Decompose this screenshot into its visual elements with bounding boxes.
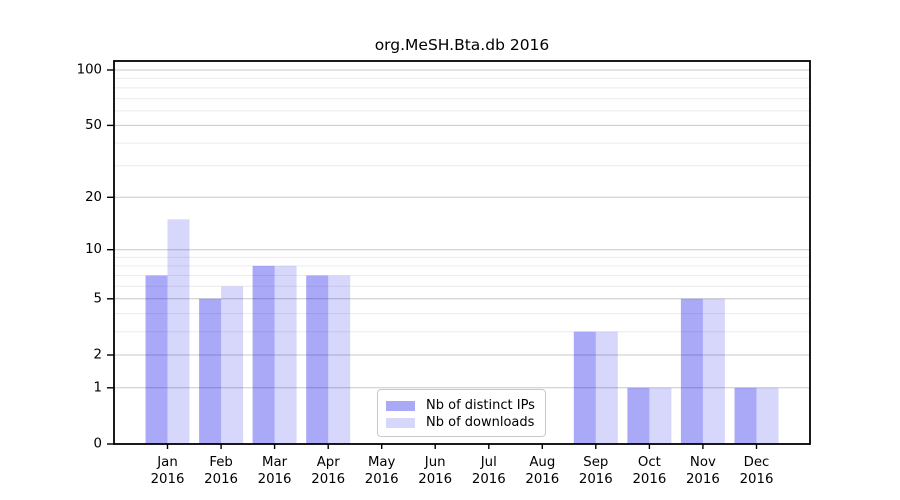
x-tick-label-year: 2016 [472,472,506,487]
x-tick-label-year: 2016 [632,472,666,487]
x-tick-label-month: Aug [529,455,555,470]
legend-item-downloads: Nb of downloads [386,414,545,431]
y-tick-label: 5 [94,291,102,306]
bar-downloads-jan [167,219,190,444]
x-tick-label-year: 2016 [418,472,452,487]
x-tick-label-year: 2016 [740,472,774,487]
legend-item-distinct-ips: Nb of distinct IPs [386,397,545,414]
x-tick-label-month: Apr [317,455,341,470]
legend-label-distinct-ips: Nb of distinct IPs [426,398,535,413]
bar-ips-nov [680,298,703,444]
x-tick-label-month: Mar [262,455,288,470]
x-tick-label-month: Sep [583,455,608,470]
x-tick-label-month: Jul [480,455,497,470]
x-tick-label-year: 2016 [311,472,345,487]
x-tick-label-year: 2016 [365,472,399,487]
plot-frame [113,60,811,445]
x-tick-label-month: Feb [209,455,233,470]
legend-swatch-distinct-ips [386,400,415,411]
x-tick-label-month: Dec [744,455,770,470]
bar-ips-apr [306,275,329,444]
bar-ips-jan [145,275,168,444]
bar-downloads-nov [702,298,725,444]
y-tick-label: 10 [85,242,102,257]
x-tick-label-month: May [368,455,396,470]
y-tick-label: 20 [85,190,102,205]
x-tick-label-year: 2016 [258,472,292,487]
bar-downloads-apr [328,275,351,444]
x-tick-label-month: Oct [638,455,661,470]
bar-downloads-feb [221,286,244,444]
y-tick-label: 2 [94,348,102,363]
x-tick-label-year: 2016 [204,472,238,487]
x-tick-label-year: 2016 [151,472,185,487]
bar-ips-mar [252,265,275,444]
y-tick-label: 50 [85,118,102,133]
x-tick-label-year: 2016 [525,472,559,487]
bar-downloads-dec [756,387,779,444]
y-tick-label: 0 [94,437,102,452]
bar-downloads-sep [595,331,618,444]
y-tick-label: 1 [94,380,102,395]
bar-ips-dec [734,387,757,444]
x-tick-label-month: Jun [424,455,446,470]
bar-ips-sep [573,331,596,444]
bar-downloads-mar [274,265,297,444]
bar-ips-oct [627,387,650,444]
legend-label-downloads: Nb of downloads [426,415,535,430]
bar-downloads-oct [649,387,672,444]
x-tick-label-month: Nov [690,455,716,470]
chart-title: org.MeSH.Bta.db 2016 [374,36,550,54]
bar-ips-feb [199,298,222,444]
x-tick-label-month: Jan [156,455,178,470]
x-tick-label-year: 2016 [686,472,720,487]
legend-swatch-downloads [386,417,415,428]
y-tick-label: 100 [77,63,102,78]
legend: Nb of distinct IPs Nb of downloads [377,389,546,437]
x-tick-label-year: 2016 [579,472,613,487]
